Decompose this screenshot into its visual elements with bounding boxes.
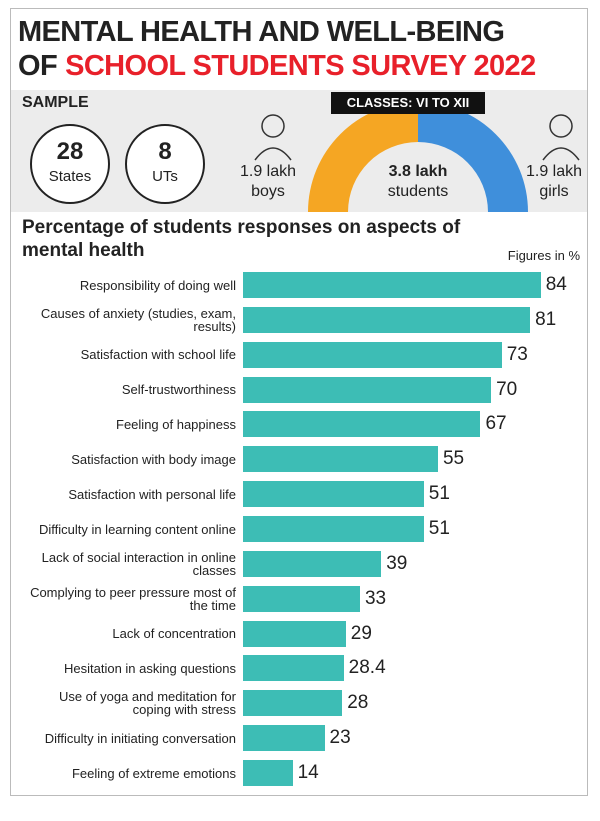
value-label: 73 — [506, 343, 528, 365]
uts-label: UTs — [152, 168, 178, 185]
category-label: Complying to peer pressure most of the t… — [30, 584, 236, 613]
boy-icon-body — [254, 147, 292, 161]
value-label: 39 — [386, 552, 408, 574]
classes-label: CLASSES: VI TO XII — [331, 92, 485, 114]
bar — [243, 655, 344, 682]
bar — [243, 760, 293, 787]
bar — [243, 516, 424, 543]
bar — [243, 446, 438, 473]
states-circle: 28 States — [30, 124, 110, 204]
category-label: Responsibility of doing well — [79, 277, 236, 293]
category-label: Causes of anxiety (studies, exam, result… — [40, 305, 236, 334]
value-label: 51 — [428, 518, 450, 540]
category-label: Use of yoga and meditation for coping wi… — [58, 689, 236, 718]
boys-arc — [308, 102, 418, 212]
states-value: 28 — [56, 138, 84, 165]
value-label: 84 — [545, 274, 567, 295]
bar — [243, 272, 541, 298]
category-label: Hesitation in asking questions — [64, 660, 236, 676]
boys-value: 1.9 lakh — [239, 163, 297, 180]
category-label: Self-trustworthiness — [121, 382, 236, 398]
girls: 1.9 lakh girls — [519, 162, 587, 202]
title-prefix: OF — [18, 50, 58, 82]
bar — [243, 306, 531, 333]
title-line-1: MENTAL HEALTH AND WELL-BEING — [18, 16, 505, 48]
category-label: Difficulty in initiating conversation — [44, 730, 236, 746]
donut — [254, 102, 580, 212]
girls-label: girls — [539, 183, 569, 200]
uts-value: 8 — [158, 138, 172, 165]
states-label: States — [48, 168, 92, 185]
bar — [243, 376, 492, 403]
value-label: 23 — [329, 727, 351, 749]
chart-note: Figures in % — [507, 248, 580, 263]
bar — [243, 411, 481, 438]
girl-icon-body — [542, 147, 580, 161]
category-label: Satisfaction with personal life — [68, 486, 236, 502]
sample-label: SAMPLE — [22, 94, 89, 111]
value-label: 33 — [364, 587, 387, 609]
value-label: 51 — [428, 483, 450, 505]
boy-icon — [261, 114, 285, 138]
girls-value: 1.9 lakh — [525, 163, 583, 180]
students-value: 3.8 lakh — [388, 163, 448, 180]
value-label: 28 — [347, 692, 369, 714]
value-label: 55 — [442, 448, 465, 470]
bar — [243, 550, 382, 577]
title-line-2: OF SCHOOL STUDENTS SURVEY 2022 — [18, 50, 536, 83]
value-label: 14 — [297, 762, 319, 784]
value-label: 29 — [350, 622, 372, 644]
bar — [243, 585, 360, 612]
category-label: Satisfaction with school life — [80, 347, 236, 363]
bar — [243, 481, 424, 508]
girls-arc — [418, 102, 528, 212]
frame — [10, 8, 588, 796]
category-label: Feeling of extreme emotions — [71, 765, 236, 781]
sample-panel: SAMPLE 28 States 8 UTs 1.9 lakh boys CLA… — [11, 90, 587, 212]
category-label: Feeling of happiness — [116, 416, 236, 432]
bar — [243, 620, 346, 647]
bar — [243, 690, 343, 717]
category-label: Difficulty in learning content online — [38, 521, 236, 537]
students: 3.8 lakh students — [363, 162, 473, 202]
boys: 1.9 lakh boys — [233, 162, 303, 202]
girl-icon — [549, 114, 573, 138]
value-label: 67 — [485, 413, 507, 435]
title-highlight: SCHOOL STUDENTS SURVEY 2022 — [65, 50, 536, 82]
students-label: students — [387, 183, 449, 200]
bar — [243, 725, 325, 752]
chart-title: Percentage of students responses on aspe… — [22, 217, 461, 261]
value-label: 81 — [535, 308, 557, 330]
uts-circle: 8 UTs — [125, 124, 205, 204]
boys-label: boys — [251, 183, 285, 200]
value-label: 70 — [496, 378, 518, 400]
category-label: Satisfaction with body image — [71, 451, 236, 467]
bar — [243, 341, 502, 368]
category-label: Lack of concentration — [112, 626, 236, 642]
category-label: Lack of social interaction in online cla… — [41, 549, 236, 578]
value-label: 28.4 — [348, 657, 386, 679]
